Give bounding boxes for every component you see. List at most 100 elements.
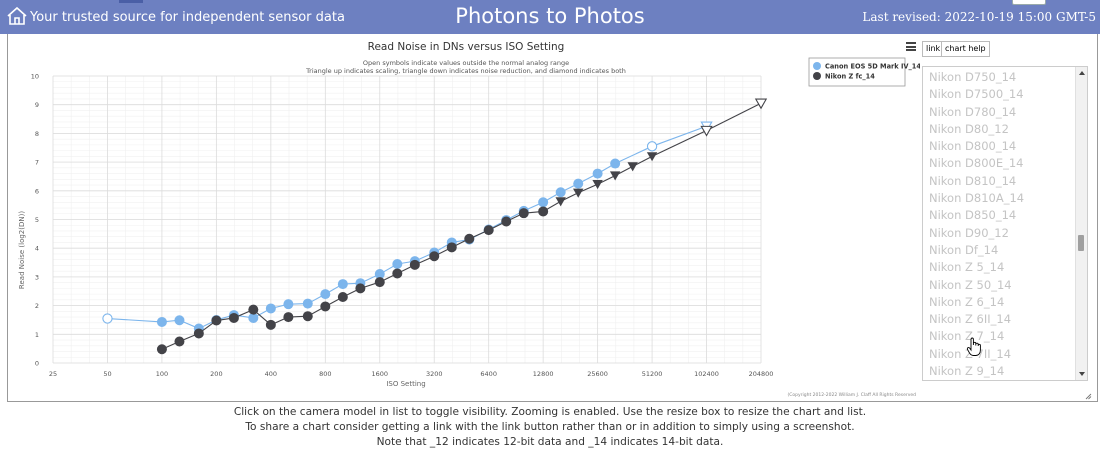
data-point: [174, 336, 185, 347]
camera-list[interactable]: Nikon D750_14 Nikon D7500_14 Nikon D780_14…: [922, 66, 1088, 381]
axis-ticks: 0 1 2 3 4 5 6 7 8 9 10 25 50 100 200 400 800 1600 3200 6400…: [31, 73, 774, 379]
data-point: [248, 304, 259, 315]
camera-list-item[interactable]: Nikon Z 50_14: [929, 277, 1012, 292]
x-axis-label: ISO Setting: [386, 380, 425, 388]
data-point: [228, 312, 239, 323]
footer-line-2: To share a chart consider getting a link…: [245, 421, 855, 433]
data-point: [320, 289, 331, 300]
camera-list-item[interactable]: Nikon Df_14: [929, 242, 999, 257]
x-tick-label: 1600: [371, 370, 388, 378]
data-point: [646, 152, 658, 162]
x-tick-label: 51200: [642, 370, 663, 378]
data-point: [573, 188, 584, 198]
x-tick-label: 50: [103, 370, 111, 378]
data-point: [483, 225, 494, 236]
footer-line-3: Note that _12 indicates 12-bit data and …: [376, 436, 724, 448]
data-point: [409, 259, 420, 270]
y-tick-label: 6: [35, 187, 39, 195]
data-point: [355, 283, 366, 294]
y-tick-label: 7: [35, 159, 39, 167]
data-point: [538, 197, 549, 208]
camera-list-item[interactable]: Nikon Z 7_14: [929, 329, 1005, 344]
chart-grid: [52, 75, 762, 364]
data-point: [283, 299, 294, 310]
data-point: [754, 98, 768, 110]
chart-help-button[interactable]: chart help: [941, 41, 990, 57]
link-button[interactable]: link: [922, 41, 945, 57]
camera-list-item[interactable]: Nikon D7500_14: [929, 87, 1024, 102]
data-series: [102, 98, 768, 355]
y-tick-label: 1: [35, 331, 39, 339]
data-point: [174, 315, 185, 326]
chart-frame: [7, 34, 1098, 402]
camera-list-item[interactable]: Nikon D780_14: [929, 104, 1017, 119]
legend-label: Canon EOS 5D Mark IV_14: [825, 62, 920, 70]
camera-list-item[interactable]: Nikon Z 5_14: [929, 260, 1005, 275]
camera-list-item[interactable]: Nikon D750_14: [929, 70, 1017, 84]
list-scrollbar[interactable]: [1075, 67, 1087, 380]
header-accent: [119, 0, 143, 3]
scroll-thumb[interactable]: [1078, 235, 1084, 251]
x-tick-label: 102400: [694, 370, 719, 378]
data-point: [320, 301, 331, 312]
x-tick-label: 6400: [480, 370, 497, 378]
data-point: [374, 269, 385, 280]
chart-subtitle-1: Open symbols indicate values outside the…: [363, 59, 569, 67]
chart-subtitle-2: Triangle up indicates scaling, triangle …: [305, 67, 626, 75]
last-revised: Last revised: 2022-10-19 15:00 GMT-5: [862, 10, 1096, 24]
camera-list-item[interactable]: Nikon D90_12: [929, 225, 1009, 240]
chart-title: Read Noise in DNs versus ISO Setting: [368, 41, 565, 53]
data-point: [518, 208, 529, 219]
top-tab-button[interactable]: [1012, 0, 1046, 5]
x-tick-label: 3200: [426, 370, 443, 378]
y-tick-label: 3: [35, 273, 39, 281]
footer-line-1: Click on the camera model in list to tog…: [233, 406, 867, 418]
data-point: [211, 315, 222, 326]
data-point: [609, 171, 621, 181]
site-tagline[interactable]: Your trusted source for independent sens…: [30, 10, 345, 25]
x-tick-label: 25600: [587, 370, 608, 378]
legend-label: Nikon Z fc_14: [825, 72, 875, 80]
hand-pointer-icon: [966, 337, 981, 356]
x-tick-label: 204800: [749, 370, 774, 378]
data-point: [627, 162, 638, 172]
camera-list-item[interactable]: Nikon Z 9_14: [929, 364, 1005, 379]
camera-list-item[interactable]: Nikon D80_12: [929, 121, 1009, 136]
read-noise-chart[interactable]: Read Noise in DNs versus ISO Setting Ope…: [0, 34, 920, 402]
data-point: [592, 168, 603, 179]
camera-list-item[interactable]: Nikon Z 6_14: [929, 294, 1005, 309]
data-point: [374, 277, 385, 288]
data-point: [248, 312, 259, 323]
camera-list-item[interactable]: Nikon Z 6II_14: [929, 312, 1012, 327]
camera-list-item[interactable]: Nikon Z fc_14: [929, 380, 1024, 381]
camera-list-item[interactable]: Nikon D800E_14: [929, 156, 1024, 171]
chart-legend: Canon EOS 5D Mark IV_14 Nikon Z fc_14: [808, 57, 920, 87]
site-title: Photons to Photos: [455, 4, 645, 28]
resize-handle-icon[interactable]: [1085, 393, 1092, 400]
data-point: [573, 178, 584, 189]
legend-swatch: [813, 62, 821, 70]
data-point: [302, 311, 313, 322]
x-tick-label: 800: [319, 370, 331, 378]
x-tick-label: 200: [210, 370, 222, 378]
home-icon[interactable]: [6, 6, 28, 26]
camera-list-item[interactable]: Nikon D850_14: [929, 208, 1017, 223]
data-point: [337, 279, 348, 290]
data-point: [265, 319, 276, 330]
legend-box: [808, 57, 906, 87]
data-point: [392, 258, 403, 269]
data-point: [193, 328, 204, 339]
chart-menu-icon[interactable]: [906, 42, 916, 51]
camera-list-item[interactable]: Nikon D810_14: [929, 173, 1017, 188]
x-tick-label: 400: [265, 370, 277, 378]
scroll-up-arrow-icon[interactable]: [1079, 71, 1085, 75]
data-point: [464, 233, 475, 244]
data-point: [265, 303, 276, 314]
data-point: [156, 316, 167, 327]
data-point: [646, 141, 658, 152]
y-tick-label: 0: [35, 360, 39, 368]
camera-list-item[interactable]: Nikon D800_14: [929, 139, 1017, 154]
camera-list-item[interactable]: Nikon D810A_14: [929, 191, 1025, 206]
scroll-down-arrow-icon[interactable]: [1079, 372, 1085, 376]
data-point: [102, 313, 113, 324]
